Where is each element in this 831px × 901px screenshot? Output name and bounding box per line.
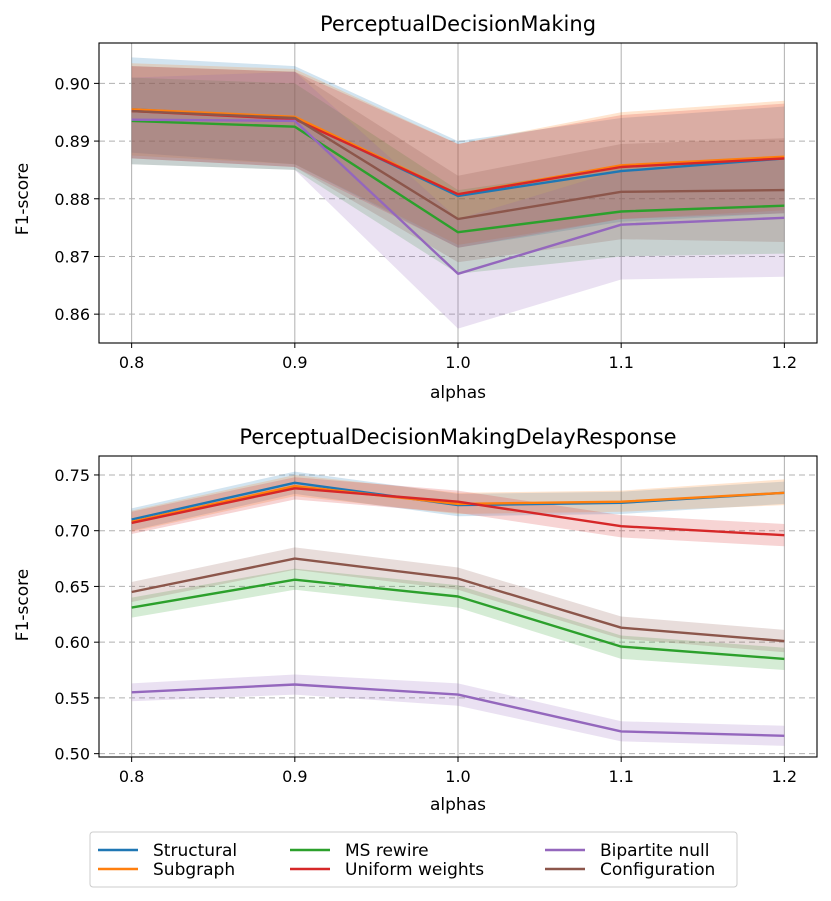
legend-label: Structural	[153, 841, 237, 861]
y-tick-label: 0.87	[54, 247, 90, 266]
x-tick-label: 1.0	[445, 767, 470, 786]
confidence-band-bipartite-null	[131, 674, 785, 746]
x-tick-label: 1.0	[445, 353, 470, 372]
x-tick-label: 0.8	[119, 767, 144, 786]
plot-frame	[98, 455, 818, 758]
confidence-band-uniform-weights	[131, 477, 785, 547]
legend-label: Subgraph	[153, 860, 235, 880]
y-tick-label: 0.86	[54, 305, 90, 324]
confidence-band-ms-rewire	[131, 568, 785, 670]
y-tick-label: 0.55	[54, 689, 90, 708]
series-line-ms-rewire	[131, 578, 785, 661]
legend-frame	[89, 831, 738, 888]
series-line-ms-rewire	[131, 119, 785, 234]
y-tick-label: 0.60	[54, 633, 90, 652]
x-tick-label: 0.9	[282, 353, 307, 372]
legend-label: MS rewire	[345, 841, 429, 861]
y-axis-label: F1-score	[13, 163, 33, 235]
legend-label: Configuration	[600, 860, 715, 880]
series-line-bipartite-null	[131, 683, 785, 737]
y-tick-label: 0.90	[54, 74, 90, 93]
y-tick-label: 0.70	[54, 522, 90, 541]
chart-perceptual-decision-making-delay-response: PerceptualDecisionMakingDelayResponse al…	[13, 425, 818, 815]
confidence-band-structural	[131, 57, 785, 248]
x-tick-label: 1.2	[772, 353, 797, 372]
y-tick-label: 0.89	[54, 132, 90, 151]
x-tick-label: 1.1	[608, 353, 633, 372]
y-tick-label: 0.65	[54, 577, 90, 596]
series-line-configuration	[131, 557, 785, 643]
plot-frame	[98, 42, 818, 344]
confidence-band-subgraph	[131, 63, 785, 245]
x-axis-label: alphas	[430, 795, 486, 815]
y-tick-label: 0.50	[54, 745, 90, 764]
series-line-configuration	[131, 109, 785, 221]
series-line-subgraph	[131, 484, 785, 523]
y-tick-label: 0.75	[54, 466, 90, 485]
x-axis-label: alphas	[430, 383, 486, 403]
x-tick-label: 0.8	[119, 353, 144, 372]
x-tick-label: 0.9	[282, 767, 307, 786]
legend-label: Uniform weights	[345, 860, 484, 880]
x-tick-label: 1.2	[772, 767, 797, 786]
confidence-band-configuration	[131, 66, 785, 263]
y-tick-label: 0.88	[54, 190, 90, 209]
x-tick-label: 1.1	[608, 767, 633, 786]
chart-title: PerceptualDecisionMaking	[320, 12, 596, 36]
confidence-band-uniform-weights	[131, 66, 785, 248]
chart-perceptual-decision-making: PerceptualDecisionMaking alphas F1-score…	[13, 12, 818, 403]
y-axis-label: F1-score	[13, 569, 33, 641]
legend-label: Bipartite null	[600, 841, 710, 861]
series-line-uniform-weights	[131, 487, 785, 537]
confidence-band-configuration	[131, 547, 785, 653]
series-line-bipartite-null	[131, 118, 785, 275]
chart-title: PerceptualDecisionMakingDelayResponse	[239, 425, 676, 449]
confidence-band-bipartite-null	[131, 71, 785, 329]
